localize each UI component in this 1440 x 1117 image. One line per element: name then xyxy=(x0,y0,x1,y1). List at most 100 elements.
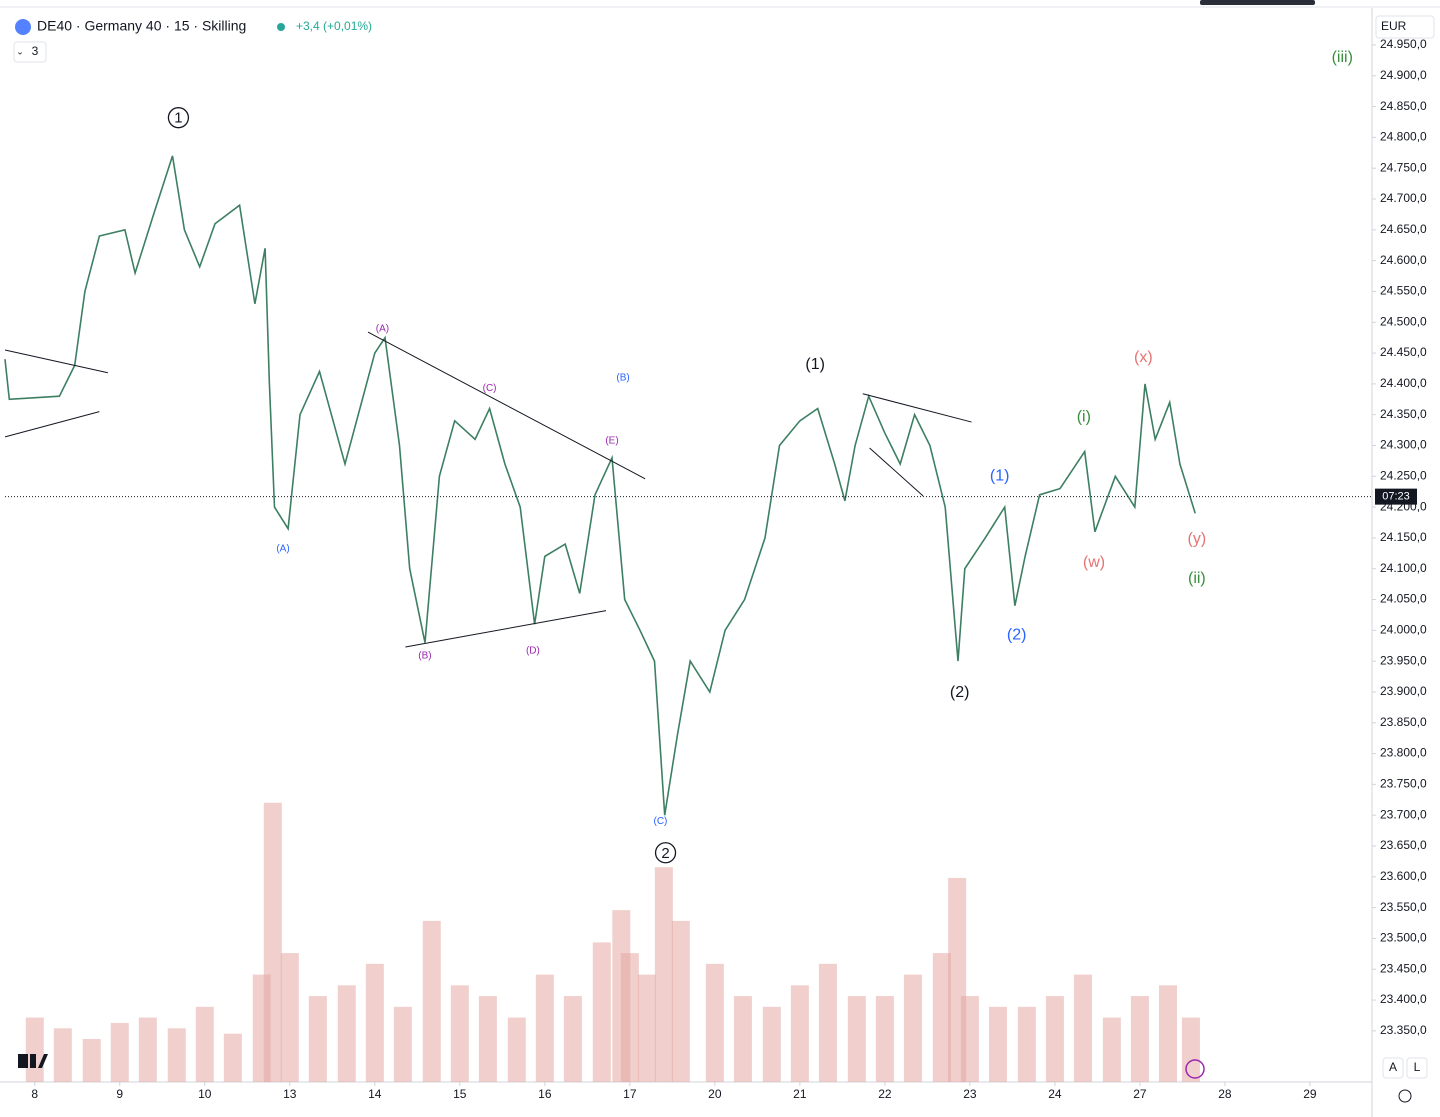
volume-bar xyxy=(847,996,866,1082)
volume-bar xyxy=(960,996,979,1082)
wave-label: (C) xyxy=(483,383,497,394)
trendline xyxy=(4,349,108,374)
countdown: 07:23 xyxy=(1382,491,1410,503)
wave-label: (B) xyxy=(418,651,431,662)
wave-label: (x) xyxy=(1134,349,1153,366)
volume-bar xyxy=(110,1022,129,1082)
wave-label: (B) xyxy=(616,373,629,384)
volume-bar xyxy=(263,802,282,1082)
volume-bar xyxy=(654,867,673,1082)
y-tick-label: 23.450,0 xyxy=(1380,961,1427,975)
y-tick-label: 23.350,0 xyxy=(1380,1023,1427,1037)
y-tick-label: 23.600,0 xyxy=(1380,869,1427,883)
volume-bar xyxy=(1102,1017,1121,1082)
volume-bar xyxy=(422,920,441,1082)
volume-bar xyxy=(932,953,951,1082)
volume-bar xyxy=(25,1017,44,1082)
wave-label: (C) xyxy=(654,816,668,827)
y-tick-label: 24.150,0 xyxy=(1380,530,1427,544)
volume-bar xyxy=(620,953,639,1082)
x-tick-label: 27 xyxy=(1133,1087,1147,1101)
indicator-toggle[interactable] xyxy=(13,41,47,63)
y-tick-label: 24.300,0 xyxy=(1380,438,1427,452)
currency: EUR xyxy=(1381,19,1407,33)
y-tick-label: 24.250,0 xyxy=(1380,468,1427,482)
auto-scale-button[interactable] xyxy=(1382,1057,1404,1079)
y-tick-label: 23.750,0 xyxy=(1380,777,1427,791)
symbol-icon xyxy=(15,19,31,35)
wave-label: (ii) xyxy=(1188,570,1206,587)
y-tick-label: 24.050,0 xyxy=(1380,592,1427,606)
log-scale-label: L xyxy=(1414,1060,1421,1074)
plot-area: 1 2 (A) (A) (B) (C) (D) (E) (B) (C) (1) (2) (1) (2) (i… xyxy=(4,49,1372,1082)
trendline xyxy=(862,393,972,423)
volume-bar xyxy=(671,920,690,1082)
wave-label: 1 xyxy=(174,110,182,127)
volume-bar xyxy=(875,996,894,1082)
y-tick-label: 23.700,0 xyxy=(1380,807,1427,821)
volume-bar xyxy=(507,1017,526,1082)
trendline xyxy=(869,447,924,497)
x-tick-label: 15 xyxy=(453,1087,467,1101)
volume-bar xyxy=(450,985,469,1082)
volume-bar xyxy=(308,996,327,1082)
y-tick-label: 24.750,0 xyxy=(1380,160,1427,174)
y-tick-label: 23.800,0 xyxy=(1380,746,1427,760)
currency-select[interactable] xyxy=(1375,15,1435,39)
y-tick-label: 24.400,0 xyxy=(1380,376,1427,390)
volume-bar xyxy=(535,974,554,1082)
y-tick-label: 24.950,0 xyxy=(1380,37,1427,51)
y-tick-label: 23.550,0 xyxy=(1380,900,1427,914)
volume-bar xyxy=(1073,974,1092,1082)
y-tick-label: 24.450,0 xyxy=(1380,345,1427,359)
y-tick-label: 24.650,0 xyxy=(1380,222,1427,236)
log-scale-button[interactable] xyxy=(1406,1057,1428,1079)
x-tick-label: 29 xyxy=(1303,1087,1317,1101)
x-tick-label: 16 xyxy=(538,1087,552,1101)
volume-bar xyxy=(280,953,299,1082)
volume-bar xyxy=(1017,1006,1036,1082)
wave-label: (E) xyxy=(605,436,618,447)
volume-bar xyxy=(733,996,752,1082)
wave-label: 2 xyxy=(661,845,669,862)
y-tick-label: 24.500,0 xyxy=(1380,314,1427,328)
market-status xyxy=(277,23,285,31)
volume-bar xyxy=(138,1017,157,1082)
wave-label: (1) xyxy=(805,356,825,373)
y-tick-label: 23.950,0 xyxy=(1380,653,1427,667)
y-tick-label: 24.900,0 xyxy=(1380,68,1427,82)
x-tick-label: 23 xyxy=(963,1087,977,1101)
trendline xyxy=(405,610,607,648)
trendline xyxy=(367,331,646,480)
settings-icon[interactable] xyxy=(1398,1089,1412,1103)
x-tick-label: 10 xyxy=(198,1087,212,1101)
countdown-box xyxy=(1375,488,1417,505)
volume-bar xyxy=(563,996,582,1082)
x-tick-label: 9 xyxy=(116,1087,123,1101)
y-tick-label: 24.550,0 xyxy=(1380,284,1427,298)
wave-label: (w) xyxy=(1083,554,1105,571)
volume-bar xyxy=(705,963,724,1082)
volume-bar xyxy=(1158,985,1177,1082)
toolbar-tab[interactable] xyxy=(1200,0,1315,5)
y-tick-label: 23.900,0 xyxy=(1380,684,1427,698)
wave-label: (2) xyxy=(1007,626,1027,643)
price-line xyxy=(4,155,1196,816)
volume-bar xyxy=(223,1033,242,1082)
wave-circle xyxy=(167,107,190,129)
y-tick-label: 24.100,0 xyxy=(1380,561,1427,575)
x-tick-label: 24 xyxy=(1048,1087,1062,1101)
x-tick-label: 14 xyxy=(368,1087,382,1101)
ideas-icon[interactable] xyxy=(1185,1059,1205,1079)
wave-label: (A) xyxy=(376,323,389,334)
x-tick-label: 13 xyxy=(283,1087,297,1101)
x-tick-label: 17 xyxy=(623,1087,637,1101)
symbol-title[interactable]: DE40 · Germany 40 · 15 · Skilling xyxy=(37,18,246,34)
y-tick-label: 24.600,0 xyxy=(1380,253,1427,267)
trendline xyxy=(4,411,100,438)
wave-label: (iii) xyxy=(1332,49,1353,66)
x-tick-label: 20 xyxy=(708,1087,722,1101)
y-tick-label: 24.000,0 xyxy=(1380,623,1427,637)
